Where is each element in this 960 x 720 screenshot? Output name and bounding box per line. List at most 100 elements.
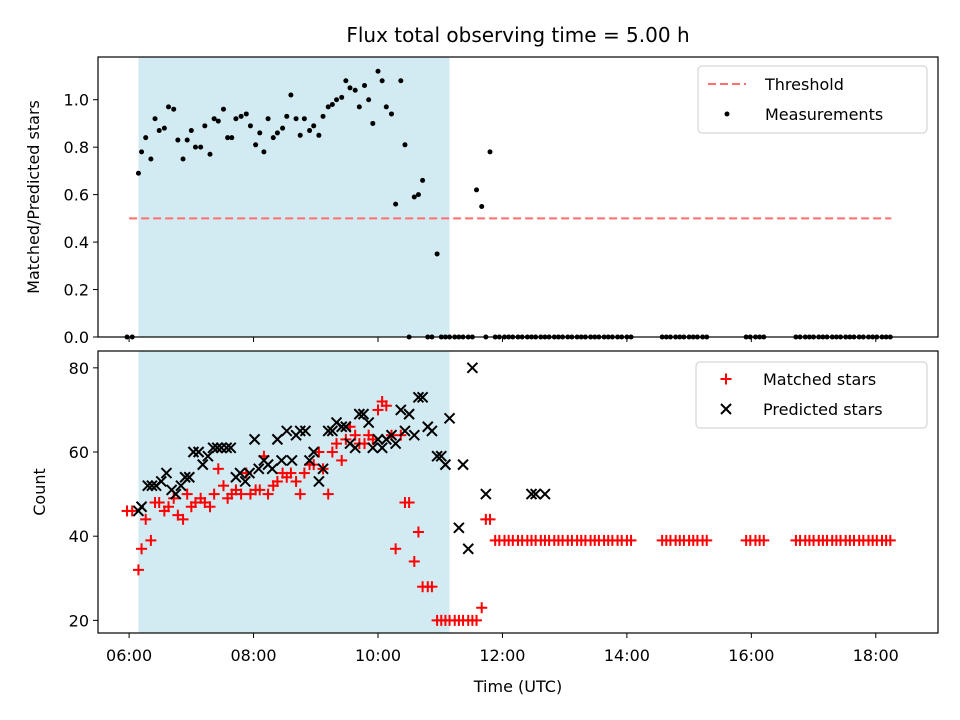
measurement-point xyxy=(420,177,426,183)
matched-star-point xyxy=(412,526,424,538)
predicted-star-point xyxy=(431,450,443,462)
measurement-point xyxy=(247,123,253,129)
measurement-point xyxy=(334,97,340,103)
measurement-point xyxy=(343,78,349,84)
matched-star-point xyxy=(290,475,302,487)
predicted-star-point xyxy=(294,425,306,437)
measurement-point xyxy=(180,156,186,162)
predicted-star-point xyxy=(183,471,195,483)
predicted-star-point xyxy=(192,446,205,458)
measurement-point xyxy=(152,116,158,122)
measurement-point xyxy=(487,149,493,155)
measurement-point xyxy=(148,156,154,162)
measurement-point xyxy=(356,104,362,110)
predicted-star-point xyxy=(179,471,191,483)
measurement-point xyxy=(161,125,167,131)
measurement-point xyxy=(198,144,204,150)
predicted-star-point xyxy=(367,442,379,454)
matched-star-point xyxy=(153,497,165,509)
matched-legend-marker xyxy=(720,373,732,385)
predicted-star-point xyxy=(453,522,465,534)
y-tick-label: 0.8 xyxy=(64,138,89,157)
bottom-y-axis-label: Count xyxy=(30,468,49,516)
predicted-star-point xyxy=(135,501,148,513)
matched-star-point xyxy=(168,492,180,504)
measurement-point xyxy=(320,113,326,119)
predicted-star-point xyxy=(399,425,411,437)
measurement-point xyxy=(184,137,190,143)
y-tick-label: 60 xyxy=(69,443,89,462)
measurement-point xyxy=(238,113,244,119)
matched-star-point xyxy=(476,602,488,614)
predicted-star-point xyxy=(416,391,429,404)
measurement-point xyxy=(243,111,249,117)
y-tick-label: 20 xyxy=(69,611,89,630)
measurement-point xyxy=(362,82,368,88)
y-tick-label: 40 xyxy=(69,527,89,546)
x-tick-label: 08:00 xyxy=(231,646,277,665)
measurement-point xyxy=(233,116,239,122)
matched-star-point xyxy=(126,505,138,517)
measurement-point xyxy=(379,78,385,84)
measurement-point xyxy=(280,125,286,131)
predicted-star-point xyxy=(215,442,228,454)
measurement-point xyxy=(156,128,162,134)
matched-star-point xyxy=(294,488,306,500)
predicted-star-point xyxy=(225,442,237,454)
measurement-point xyxy=(270,135,276,141)
measurements-legend-swatch xyxy=(724,111,730,117)
measurement-point xyxy=(139,149,145,155)
matched-legend-label: Matched stars xyxy=(763,370,876,389)
measurement-point xyxy=(301,116,307,122)
predicted-star-point xyxy=(202,450,214,462)
x-axis-label: Time (UTC) xyxy=(473,677,562,696)
matched-star-point xyxy=(884,534,896,546)
y-tick-label: 0.0 xyxy=(64,328,89,347)
matched-star-point xyxy=(471,614,483,626)
y-tick-label: 80 xyxy=(69,359,89,378)
measurement-point xyxy=(316,132,322,138)
matched-star-point xyxy=(426,581,438,593)
matched-star-point xyxy=(204,501,216,513)
predicted-star-point xyxy=(340,421,352,433)
predicted-star-point xyxy=(275,454,288,467)
predicted-star-point xyxy=(457,458,469,471)
predicted-star-point xyxy=(443,412,456,425)
observing-window-span xyxy=(138,351,450,633)
measurement-point xyxy=(474,187,480,193)
predicted-star-point xyxy=(462,543,474,555)
measurement-point xyxy=(284,113,290,119)
measurement-point xyxy=(175,137,181,143)
matched-legend-swatch xyxy=(720,373,732,385)
measurements-legend-label: Measurements xyxy=(765,105,883,124)
predicted-star-point xyxy=(529,488,542,500)
measurement-point xyxy=(347,85,353,91)
predicted-star-point xyxy=(160,467,173,479)
measurement-point xyxy=(274,130,280,136)
measurement-point xyxy=(261,149,267,155)
measurement-point xyxy=(207,151,213,157)
predicted-star-point xyxy=(313,475,325,488)
predicted-star-point xyxy=(146,479,158,492)
predicted-star-point xyxy=(480,488,492,500)
measurement-point xyxy=(479,203,485,209)
measurement-point xyxy=(339,94,345,100)
predicted-star-point xyxy=(286,454,298,467)
measurement-point xyxy=(257,130,263,136)
measurement-point xyxy=(215,118,221,124)
predicted-star-point xyxy=(466,362,479,374)
matched-star-point xyxy=(701,534,713,546)
predicted-star-point xyxy=(243,467,256,479)
top-panel: Flux total observing time = 5.00 h 0.0 0.… xyxy=(24,23,939,347)
predicted-star-point xyxy=(349,442,361,454)
matched-star-point xyxy=(367,433,379,445)
predicted-star-point xyxy=(439,458,452,471)
measurement-point xyxy=(325,104,331,110)
measurement-point xyxy=(288,92,294,98)
predicted-star-point xyxy=(376,442,388,454)
matched-star-point xyxy=(380,400,392,412)
measurement-point xyxy=(411,194,417,200)
matched-star-point xyxy=(136,543,148,555)
matched-star-point xyxy=(285,467,297,479)
matched-star-point xyxy=(262,488,274,500)
